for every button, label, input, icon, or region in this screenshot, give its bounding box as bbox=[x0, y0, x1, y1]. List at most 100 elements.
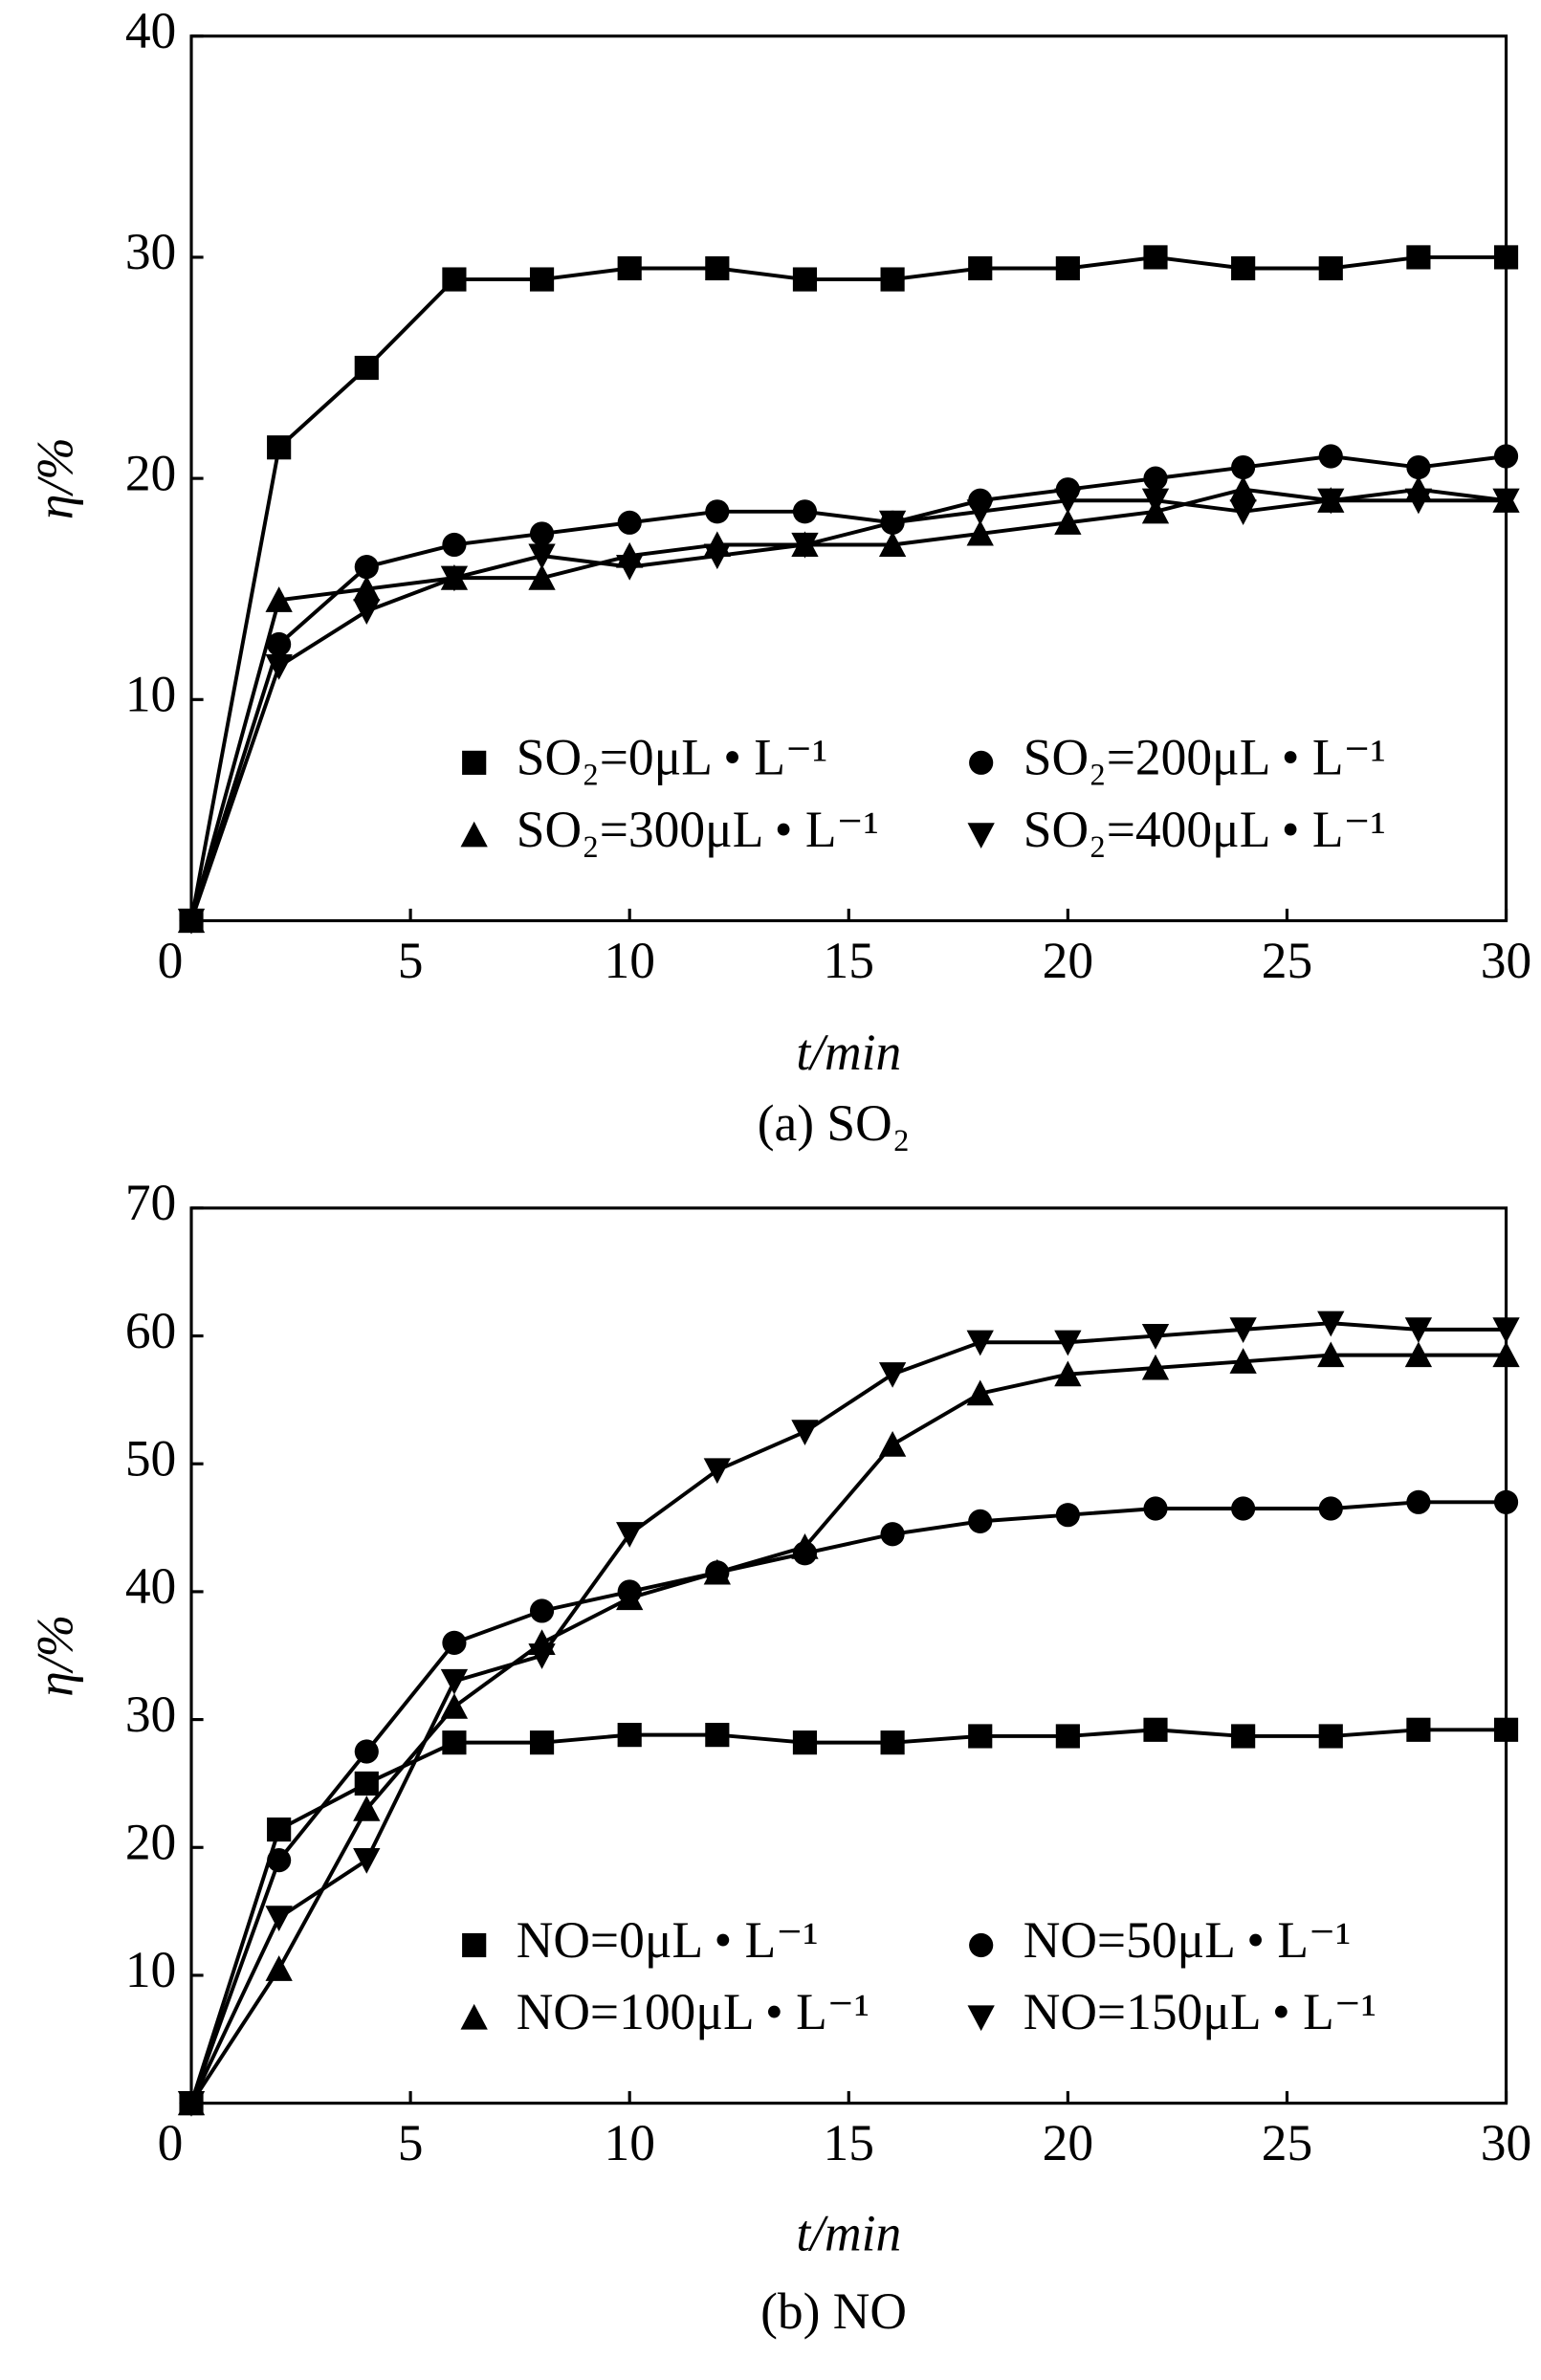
marker bbox=[880, 267, 905, 292]
caption: (b) NO bbox=[760, 2282, 907, 2340]
legend-marker bbox=[462, 750, 487, 775]
marker bbox=[353, 1796, 381, 1821]
series-line bbox=[189, 254, 1507, 921]
marker bbox=[177, 2091, 206, 2117]
marker bbox=[440, 1693, 469, 1719]
marker bbox=[267, 1848, 292, 1873]
marker bbox=[1493, 1717, 1519, 1742]
marker bbox=[878, 1362, 907, 1388]
marker bbox=[617, 255, 642, 281]
legend-label: NO=150μL • L⁻¹ bbox=[1024, 1983, 1376, 2040]
series-line bbox=[189, 1728, 1507, 2105]
marker bbox=[353, 1848, 381, 1874]
y-axis-label: η/% bbox=[26, 1615, 83, 1697]
legend-label: NO=0μL • L⁻¹ bbox=[517, 1911, 819, 1969]
y-tick-label: 40 bbox=[125, 2, 176, 59]
legend-label: SO₂=300μL • L⁻¹ bbox=[517, 801, 879, 858]
marker bbox=[1143, 245, 1168, 270]
marker bbox=[1404, 1341, 1433, 1368]
marker bbox=[1492, 488, 1520, 515]
marker bbox=[1317, 488, 1345, 515]
marker bbox=[1492, 1317, 1520, 1344]
marker bbox=[353, 575, 381, 602]
marker bbox=[617, 1723, 642, 1748]
legend-label: SO₂=0μL • L⁻¹ bbox=[517, 729, 828, 786]
marker bbox=[1141, 488, 1170, 515]
series-line bbox=[189, 454, 1507, 922]
y-tick-label: 50 bbox=[125, 1429, 176, 1487]
marker bbox=[529, 521, 555, 546]
series-line bbox=[189, 1321, 1507, 2105]
marker bbox=[528, 543, 556, 570]
y-tick-label: 20 bbox=[125, 444, 176, 501]
marker bbox=[1406, 454, 1431, 480]
marker bbox=[1055, 1503, 1080, 1528]
marker bbox=[1229, 499, 1257, 525]
series-line bbox=[189, 1353, 1507, 2105]
y-tick-label: 10 bbox=[125, 666, 176, 723]
marker bbox=[442, 267, 467, 292]
marker bbox=[966, 1330, 994, 1356]
marker bbox=[1055, 1724, 1080, 1749]
marker bbox=[705, 499, 730, 524]
marker bbox=[1493, 1489, 1519, 1514]
marker bbox=[1404, 488, 1433, 515]
caption: (a) SO₂ bbox=[758, 1094, 911, 1152]
marker bbox=[1229, 475, 1257, 502]
marker bbox=[791, 1420, 819, 1445]
marker bbox=[1318, 255, 1343, 281]
marker bbox=[1231, 1724, 1256, 1749]
marker bbox=[616, 555, 644, 581]
marker bbox=[1143, 1717, 1168, 1742]
marker bbox=[440, 1668, 469, 1695]
marker bbox=[703, 1458, 731, 1485]
marker bbox=[529, 1730, 555, 1755]
x-tick-label: 20 bbox=[1043, 2114, 1093, 2171]
x-tick-label: 10 bbox=[604, 2114, 654, 2171]
y-tick-label: 60 bbox=[125, 1302, 176, 1359]
marker bbox=[442, 1730, 467, 1755]
marker bbox=[1318, 1496, 1343, 1521]
legend-marker bbox=[460, 821, 488, 848]
legend-marker bbox=[967, 2005, 995, 2032]
marker bbox=[1143, 466, 1168, 491]
marker bbox=[703, 543, 731, 570]
legend-marker bbox=[462, 1932, 487, 1958]
marker bbox=[792, 267, 818, 292]
marker bbox=[968, 1724, 993, 1749]
y-tick-label: 30 bbox=[125, 223, 176, 280]
x-tick-label: 15 bbox=[824, 2114, 874, 2171]
marker bbox=[1054, 509, 1082, 535]
x-tick-label: 20 bbox=[1043, 932, 1093, 989]
marker bbox=[1054, 1360, 1082, 1387]
marker bbox=[968, 255, 993, 281]
legend-marker bbox=[969, 1932, 994, 1958]
legend-label: SO₂=400μL • L⁻¹ bbox=[1024, 801, 1386, 858]
marker bbox=[265, 586, 293, 612]
marker bbox=[878, 531, 907, 558]
x-axis-label: t/min bbox=[796, 2204, 901, 2261]
y-axis-label: η/% bbox=[26, 437, 83, 519]
marker bbox=[1231, 1496, 1256, 1521]
marker bbox=[353, 599, 381, 625]
y-tick-label: 40 bbox=[125, 1557, 176, 1615]
marker bbox=[1141, 1323, 1170, 1350]
marker bbox=[177, 908, 206, 935]
marker bbox=[529, 267, 555, 292]
marker bbox=[1318, 444, 1343, 469]
x-tick-label: 10 bbox=[604, 932, 654, 989]
marker bbox=[1143, 1496, 1168, 1521]
marker bbox=[966, 1379, 994, 1406]
marker bbox=[354, 1739, 379, 1764]
marker bbox=[265, 1955, 293, 1981]
y-tick-label: 30 bbox=[125, 1686, 176, 1743]
marker bbox=[1406, 1489, 1431, 1514]
marker bbox=[792, 1730, 818, 1755]
legend-marker bbox=[969, 750, 994, 775]
legend-marker bbox=[460, 2003, 488, 2030]
marker bbox=[1406, 245, 1431, 270]
marker bbox=[705, 255, 730, 281]
marker bbox=[1318, 1724, 1343, 1749]
marker bbox=[354, 555, 379, 580]
